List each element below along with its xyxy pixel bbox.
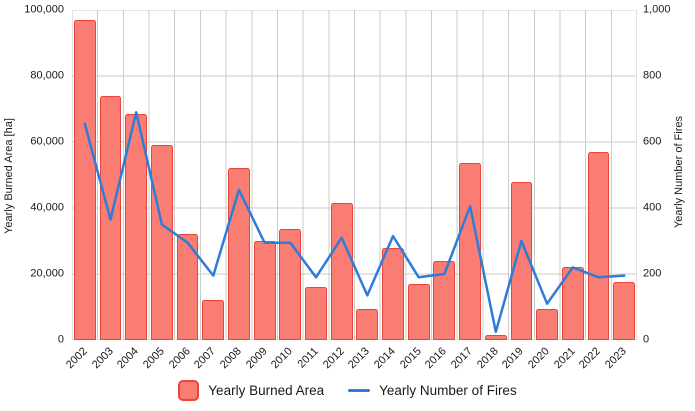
left-axis-tick: 0: [57, 333, 64, 346]
bar-2012[interactable]: [330, 203, 353, 340]
legend-label-burned-area: Yearly Burned Area: [208, 382, 325, 398]
bar-2007[interactable]: [202, 300, 225, 340]
line-swatch-icon: [348, 388, 371, 392]
right-axis-tick: 200: [643, 267, 662, 280]
bar-2022[interactable]: [587, 151, 610, 340]
bar-2011[interactable]: [305, 287, 327, 340]
right-axis-tick: 800: [643, 69, 662, 82]
bar-2010[interactable]: [279, 229, 302, 340]
bars-layer: [72, 10, 637, 340]
left-axis-tick: 20,000: [30, 267, 64, 280]
right-axis-tick: 600: [643, 135, 662, 148]
right-axis-title: Yearly Number of Fires: [673, 115, 685, 229]
gridlines: [72, 10, 637, 340]
left-axis-tick: 100,000: [24, 3, 64, 16]
bar-2005[interactable]: [150, 145, 173, 340]
plot-area: [72, 10, 637, 340]
bar-2013[interactable]: [356, 308, 379, 340]
fires-line[interactable]: [83, 111, 626, 334]
bar-2002[interactable]: [73, 19, 96, 340]
right-axis-tick: 0: [643, 333, 650, 346]
bar-2006[interactable]: [176, 234, 199, 340]
legend: Yearly Burned Area Yearly Number of Fire…: [0, 377, 695, 403]
left-axis-tick: 40,000: [30, 201, 64, 214]
bar-2020[interactable]: [536, 308, 559, 340]
bar-swatch-icon: [178, 379, 200, 401]
bar-2014[interactable]: [382, 247, 404, 340]
legend-item-burned-area[interactable]: Yearly Burned Area: [178, 379, 325, 401]
right-axis-tick: 1,000: [643, 3, 671, 16]
bar-2019[interactable]: [510, 181, 533, 340]
bar-2016[interactable]: [433, 260, 456, 340]
bar-2015[interactable]: [407, 283, 430, 340]
bar-2018[interactable]: [484, 335, 507, 340]
left-axis-tick: 80,000: [30, 69, 64, 82]
line-layer: [83, 111, 626, 334]
right-axis-tick: 400: [643, 201, 662, 214]
legend-label-fires: Yearly Number of Fires: [379, 382, 517, 398]
bar-2023[interactable]: [613, 282, 636, 340]
left-axis-title: Yearly Burned Area [ha]: [3, 118, 15, 234]
left-axis-tick: 60,000: [30, 135, 64, 148]
legend-item-fires[interactable]: Yearly Number of Fires: [348, 383, 517, 398]
